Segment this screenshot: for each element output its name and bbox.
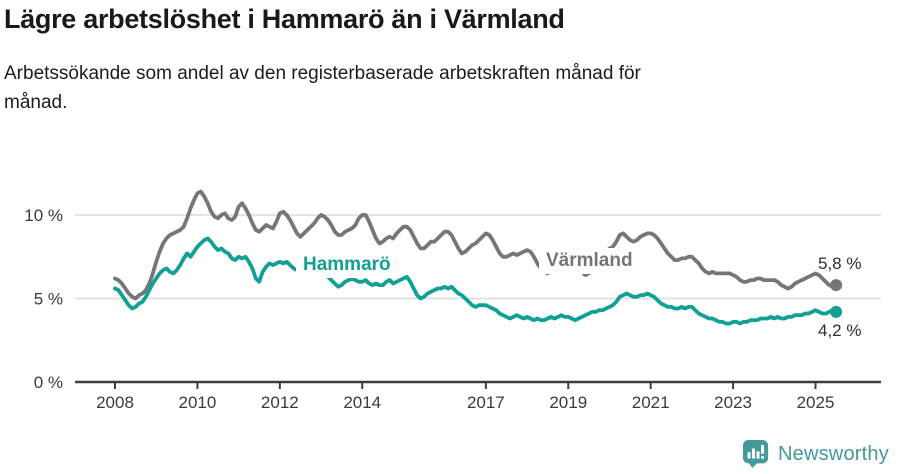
varmland-series-label: Värmland [539,248,640,274]
varmland-end-value-label: 5,8 % [818,254,862,273]
hammaro-end-value-label: 4,2 % [818,321,862,340]
series-end-dot-värmland [830,279,843,292]
y-tick-label: 5 % [34,290,63,309]
x-tick-label: 2010 [178,393,216,412]
series-end-dot-hammarö [830,305,843,318]
hammaro-series-label: Hammarö [296,252,398,278]
x-tick-label: 2012 [261,393,299,412]
chart-header: Lägre arbetslöshet i Hammarö än i Värmla… [4,4,704,118]
page-title: Lägre arbetslöshet i Hammarö än i Värmla… [4,4,565,34]
x-tick-label: 2008 [96,393,134,412]
page-subtitle: Arbetssökande som andel av den registerb… [4,63,641,114]
y-tick-label: 0 % [34,373,63,392]
newsworthy-logo-icon [742,440,769,468]
series-line-hammarö [113,236,838,326]
x-tick-label: 2025 [797,393,835,412]
newsworthy-logo-text: Newsworthy [778,442,889,465]
x-tick-label: 2019 [549,393,587,412]
newsworthy-logo: Newsworthy [742,438,889,470]
x-tick-label: 2021 [632,393,670,412]
y-tick-label: 10 % [24,206,63,225]
series-line-värmland [113,189,838,301]
x-tick-label: 2014 [343,393,381,412]
x-tick-label: 2023 [714,393,752,412]
x-tick-label: 2017 [467,393,505,412]
